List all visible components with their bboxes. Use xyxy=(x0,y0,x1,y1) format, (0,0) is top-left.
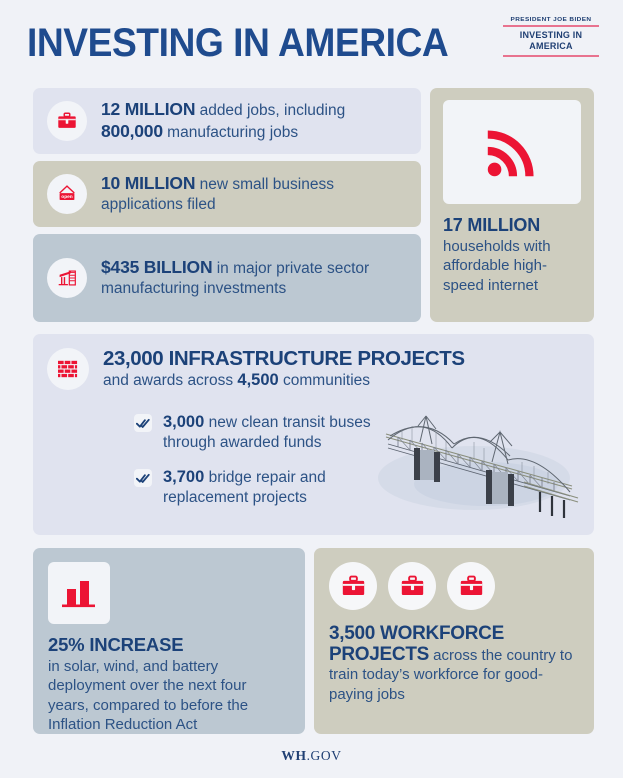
bullet-highlight: 3,000 xyxy=(163,413,205,431)
logo-rule-top xyxy=(503,25,599,27)
internet-text: 17 MILLION households with affordable hig… xyxy=(443,215,581,295)
panel-internet: 17 MILLION households with affordable hig… xyxy=(430,88,594,322)
internet-highlight: 17 MILLION xyxy=(443,215,541,235)
wifi-signal-icon xyxy=(443,100,581,204)
bullet-body: new clean transit buses through awarded … xyxy=(163,414,371,451)
stat-card-jobs: 12 MILLION added jobs, including 800,000… xyxy=(33,88,421,154)
bullet-text: 3,700 bridge repair and replacement proj… xyxy=(163,467,414,508)
double-check-icon xyxy=(134,469,152,487)
stat-body-investment: in major private sector manufacturing in… xyxy=(101,260,370,297)
stat-card-small-business: open 10 MILLION new small business appli… xyxy=(33,161,421,227)
investing-in-america-logo: PRESIDENT JOE BIDEN INVESTING IN AMERICA xyxy=(503,17,599,57)
stat-highlight-jobs: 12 MILLION xyxy=(101,99,196,119)
logo-main-line-1: INVESTING IN xyxy=(519,30,583,40)
panel-clean-energy: 25% INCREASE in solar, wind, and battery … xyxy=(33,548,305,734)
clean-energy-body: in solar, wind, and battery deployment o… xyxy=(48,657,249,734)
stat-body-small-business: new small business applications filed xyxy=(101,176,334,213)
stat-card-investment: $435 BILLION in major private sector man… xyxy=(33,234,421,322)
infrastructure-subtitle: and awards across 4,500 communities xyxy=(103,370,465,391)
list-item: 3,700 bridge repair and replacement proj… xyxy=(134,467,414,508)
infrastructure-bullets: 3,000 new clean transit buses through aw… xyxy=(134,412,414,522)
panel-infrastructure: 23,000 INFRASTRUCTURE PROJECTS and award… xyxy=(33,334,594,535)
internet-body: households with affordable high-speed in… xyxy=(443,237,551,294)
briefcase-icon xyxy=(329,562,377,610)
workforce-body: across the country to train today’s work… xyxy=(329,646,573,703)
bullet-text: 3,000 new clean transit buses through aw… xyxy=(163,412,414,453)
bullet-highlight: 3,700 xyxy=(163,468,205,486)
clean-energy-highlight: 25% INCREASE xyxy=(48,634,184,655)
infra-sub-highlight: 4,500 xyxy=(237,371,279,389)
list-item: 3,000 new clean transit buses through aw… xyxy=(134,412,414,453)
logo-rule-bottom xyxy=(503,55,599,57)
stat-text-investment: $435 BILLION in major private sector man… xyxy=(101,257,409,299)
panel-workforce: 3,500 WORKFORCE PROJECTS across the coun… xyxy=(314,548,594,734)
open-sign-icon: open xyxy=(47,174,87,214)
infrastructure-header: 23,000 INFRASTRUCTURE PROJECTS and award… xyxy=(33,334,594,391)
bullet-body: bridge repair and replacement projects xyxy=(163,469,326,506)
stat-highlight-investment: $435 BILLION xyxy=(101,257,213,277)
stat-text-jobs: 12 MILLION added jobs, including 800,000… xyxy=(101,99,409,143)
stat-body-jobs-2: manufacturing jobs xyxy=(162,124,299,141)
svg-text:open: open xyxy=(61,195,73,200)
workforce-highlight: 3,500 WORKFORCE PROJECTS xyxy=(329,623,504,665)
bar-chart-icon xyxy=(48,562,110,624)
infrastructure-heading-text: 23,000 INFRASTRUCTURE PROJECTS and award… xyxy=(103,347,465,391)
factory-icon xyxy=(47,258,87,298)
stat-text-small-business: 10 MILLION new small business applicatio… xyxy=(101,173,409,215)
page-title: INVESTING IN AMERICA xyxy=(27,21,449,65)
double-check-icon xyxy=(134,414,152,432)
stat-body-jobs-1: added jobs, including xyxy=(195,102,346,119)
bridge-illustration xyxy=(374,400,584,520)
footer-wh: WH xyxy=(281,748,307,763)
infra-sub-post: communities xyxy=(278,372,371,389)
briefcase-icon xyxy=(47,101,87,141)
footer-gov: .GOV xyxy=(306,748,342,763)
footer: WH.GOV xyxy=(0,748,623,764)
stat-highlight-jobs-2: 800,000 xyxy=(101,121,163,141)
workforce-icon-row xyxy=(329,562,579,610)
page-header: INVESTING IN AMERICA PRESIDENT JOE BIDEN… xyxy=(0,0,623,85)
brick-wall-icon xyxy=(47,348,89,390)
clean-energy-text: 25% INCREASE in solar, wind, and battery … xyxy=(48,635,290,735)
stat-highlight-small-business: 10 MILLION xyxy=(101,173,196,193)
infrastructure-title: 23,000 INFRASTRUCTURE PROJECTS xyxy=(103,347,465,370)
logo-president-line: PRESIDENT JOE BIDEN xyxy=(510,17,592,23)
logo-main-line-2: AMERICA xyxy=(529,41,573,51)
briefcase-icon xyxy=(447,562,495,610)
logo-main-text: INVESTING IN AMERICA xyxy=(503,27,599,55)
briefcase-icon xyxy=(388,562,436,610)
infra-sub-pre: and awards across xyxy=(103,372,238,389)
workforce-text: 3,500 WORKFORCE PROJECTS across the coun… xyxy=(329,624,579,704)
